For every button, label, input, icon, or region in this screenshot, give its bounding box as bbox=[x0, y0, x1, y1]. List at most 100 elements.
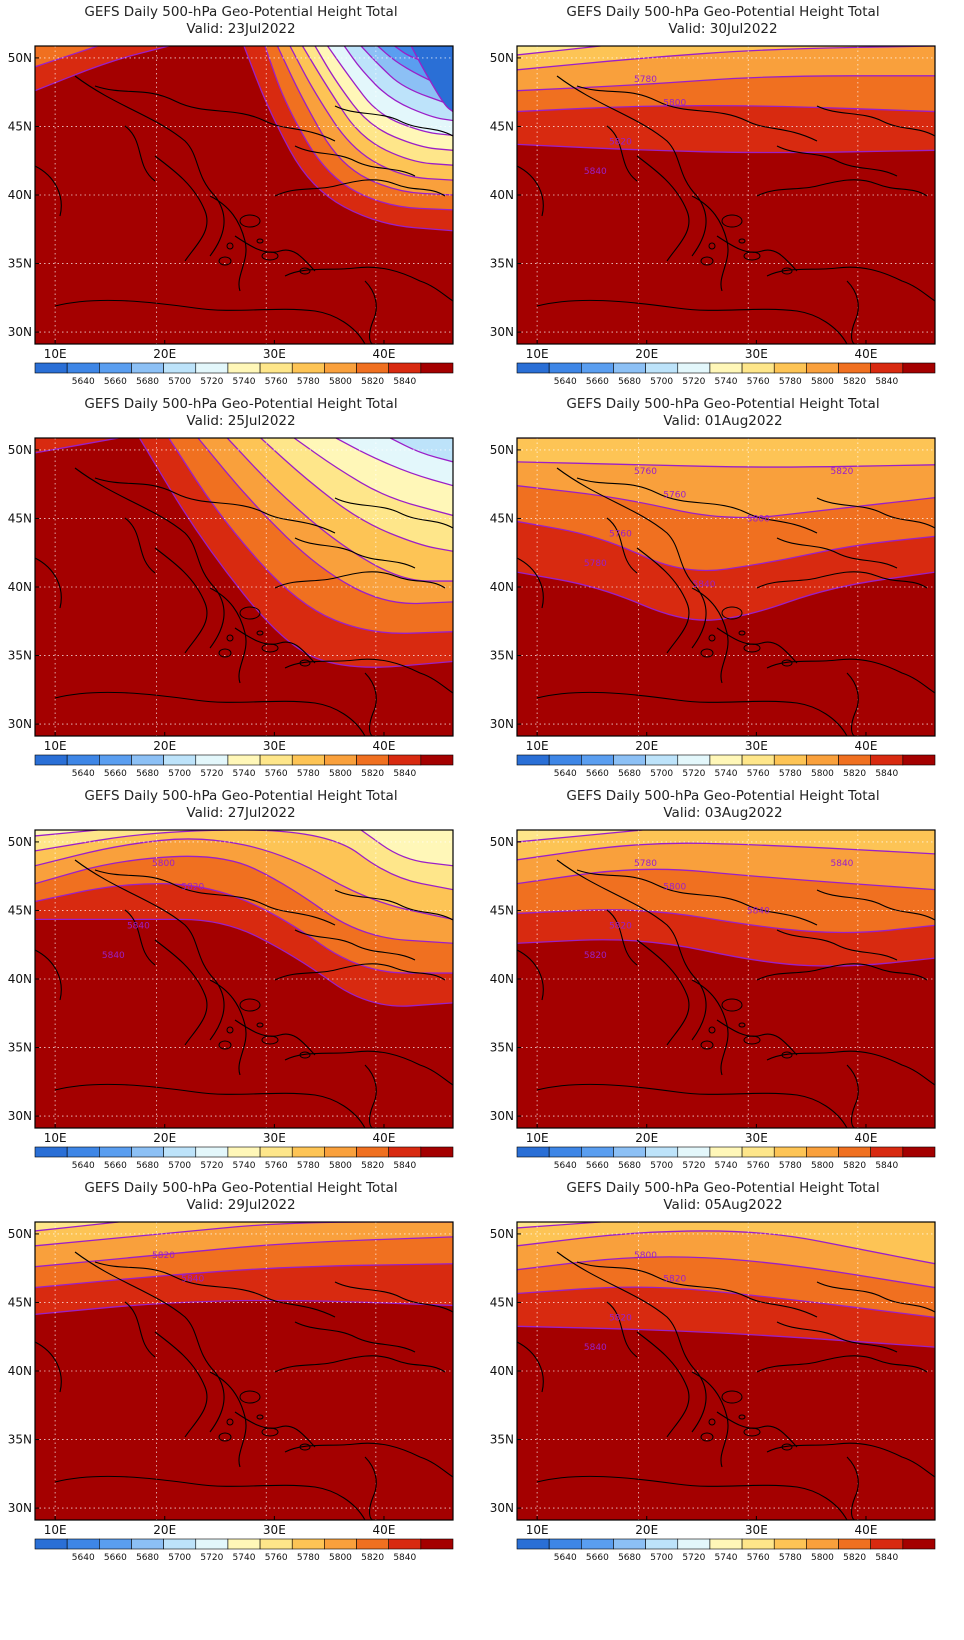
lon-tick-label: 40E bbox=[855, 739, 878, 753]
colorbar-swatch bbox=[324, 362, 357, 374]
colorbar-label: 5660 bbox=[104, 1553, 127, 1561]
panel-title: GEFS Daily 500-hPa Geo-Potential Height … bbox=[566, 4, 880, 20]
coastline bbox=[334, 105, 453, 137]
colorbar-label: 5760 bbox=[265, 377, 288, 385]
lon-tick-label: 30E bbox=[745, 1523, 768, 1537]
panel-title: GEFS Daily 500-hPa Geo-Potential Height … bbox=[84, 788, 398, 804]
island-outline bbox=[708, 1418, 716, 1426]
contour-label: 5820 bbox=[609, 1313, 632, 1323]
coastline bbox=[756, 963, 928, 981]
map-svg: 5780 5800 5820 5820 5840 5840 50N 45N 40N 35N 30N 1… bbox=[490, 829, 936, 1169]
coastline bbox=[364, 672, 377, 736]
colorbar-label: 5680 bbox=[618, 1161, 641, 1169]
colorbar-label: 5820 bbox=[843, 1553, 866, 1561]
coastline bbox=[846, 280, 859, 344]
contour-label: 5800 bbox=[747, 514, 770, 524]
map-panel-p4: GEFS Daily 500-hPa Geo-Potential Height … bbox=[482, 392, 964, 802]
colorbar-label: 5660 bbox=[104, 1161, 127, 1169]
coastline bbox=[556, 467, 707, 649]
map-panel-p7: GEFS Daily 500-hPa Geo-Potential Height … bbox=[0, 1176, 482, 1586]
colorbar-swatch bbox=[902, 1146, 936, 1158]
island-outline bbox=[721, 998, 743, 1012]
contour-label: 5760 bbox=[634, 467, 657, 477]
contour-line bbox=[35, 46, 98, 68]
lon-tick-label: 20E bbox=[635, 347, 658, 361]
lat-tick-label: 45N bbox=[8, 903, 32, 917]
island-outline bbox=[239, 606, 261, 620]
coastline bbox=[234, 1411, 316, 1448]
coastline bbox=[691, 587, 729, 684]
contour-label: 5840 bbox=[102, 951, 125, 961]
colorbar-label: 5800 bbox=[811, 1161, 834, 1169]
colorbar-label: 5820 bbox=[843, 377, 866, 385]
coastline bbox=[636, 1331, 690, 1438]
coastline bbox=[124, 1301, 156, 1358]
lon-tick-label: 40E bbox=[373, 1523, 396, 1537]
colorbar-label: 5640 bbox=[72, 377, 95, 385]
colorbar-swatch bbox=[420, 1538, 454, 1550]
colorbar-label: 5840 bbox=[393, 769, 416, 777]
coastline bbox=[556, 859, 707, 1041]
colorbar-label: 5680 bbox=[136, 769, 159, 777]
map-panel-p6: GEFS Daily 500-hPa Geo-Potential Height … bbox=[482, 784, 964, 1194]
coastline bbox=[364, 280, 377, 344]
colorbar-swatch bbox=[645, 1146, 679, 1158]
colorbar-swatch bbox=[773, 1538, 807, 1550]
coastline bbox=[94, 85, 336, 142]
coastline bbox=[756, 571, 928, 589]
colorbar-label: 5740 bbox=[233, 769, 256, 777]
lat-tick-label: 35N bbox=[490, 1041, 514, 1055]
colorbar-swatch bbox=[516, 362, 550, 374]
contour-label: 5840 bbox=[831, 859, 854, 869]
contour-label: 5820 bbox=[609, 137, 632, 147]
colorbar-label: 5800 bbox=[329, 377, 352, 385]
colorbar-swatch bbox=[99, 754, 132, 766]
island-outline bbox=[299, 1443, 311, 1451]
colorbar-swatch bbox=[291, 362, 325, 374]
colorbar-label: 5720 bbox=[682, 377, 705, 385]
colorbar-swatch bbox=[131, 1146, 164, 1158]
coastline bbox=[334, 889, 453, 921]
lat-tick-label: 50N bbox=[490, 1227, 514, 1241]
colorbar-swatch bbox=[806, 362, 839, 374]
colorbar-swatch bbox=[388, 362, 422, 374]
contour-line bbox=[410, 46, 453, 113]
lat-tick-label: 45N bbox=[490, 1295, 514, 1309]
lon-tick-label: 10E bbox=[526, 347, 549, 361]
contour-line bbox=[517, 143, 935, 154]
colorbar-swatch bbox=[870, 1146, 904, 1158]
colorbar-swatch bbox=[388, 1538, 422, 1550]
colorbar-label: 5680 bbox=[136, 377, 159, 385]
island-outline bbox=[700, 256, 714, 266]
colorbar-label: 5720 bbox=[682, 769, 705, 777]
colorbar-label: 5640 bbox=[72, 769, 95, 777]
panel-valid-date: Valid: 23Jul2022 bbox=[186, 21, 296, 37]
colorbar-swatch bbox=[227, 362, 261, 374]
island-outline bbox=[743, 251, 761, 261]
contour-line bbox=[35, 882, 453, 974]
colorbar-label: 5720 bbox=[200, 377, 223, 385]
colorbar-swatch bbox=[227, 754, 261, 766]
colorbar-label: 5760 bbox=[265, 1553, 288, 1561]
coastline bbox=[816, 1281, 935, 1313]
colorbar-swatch bbox=[548, 1538, 582, 1550]
lat-tick-label: 35N bbox=[8, 1041, 32, 1055]
colorbar: 5640 5660 5680 5700 5720 5740 5760 5780 5800 5820… bbox=[34, 754, 454, 777]
island-outline bbox=[743, 643, 761, 653]
coastline bbox=[209, 1371, 247, 1468]
coastline bbox=[294, 1321, 416, 1353]
lon-tick-label: 20E bbox=[153, 739, 176, 753]
contour-label: 5840 bbox=[693, 580, 716, 590]
coastline bbox=[766, 1442, 935, 1478]
colorbar-label: 5740 bbox=[715, 377, 738, 385]
island-outline bbox=[738, 238, 746, 244]
colorbar-label: 5800 bbox=[811, 1553, 834, 1561]
island-outline bbox=[299, 1051, 311, 1059]
coastline bbox=[124, 517, 156, 574]
colorbar-swatch bbox=[131, 362, 164, 374]
colorbar-swatch bbox=[677, 754, 711, 766]
colorbar-label: 5660 bbox=[586, 1553, 609, 1561]
colorbar-label: 5700 bbox=[168, 1161, 191, 1169]
contour-line bbox=[517, 104, 935, 113]
colorbar-label: 5820 bbox=[361, 1161, 384, 1169]
